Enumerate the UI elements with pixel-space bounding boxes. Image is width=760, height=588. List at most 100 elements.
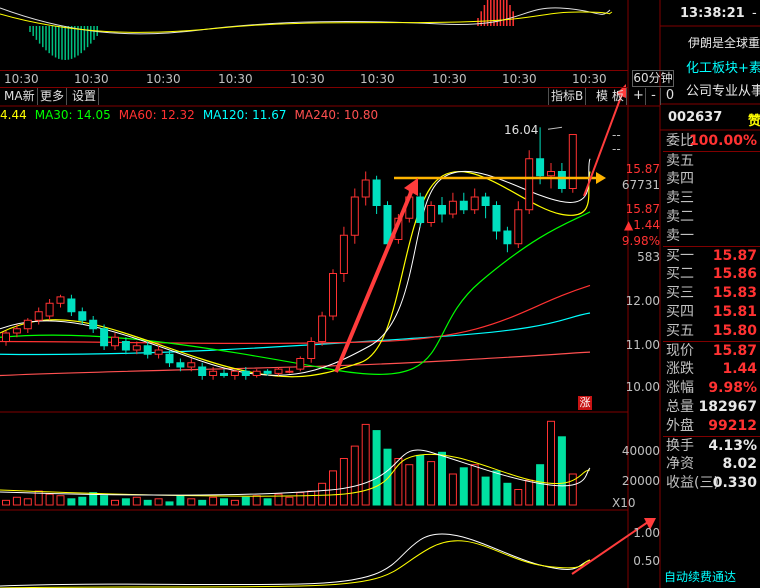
- candle-body: [45, 302, 54, 317]
- quote-row: 收益(三) 0.330: [663, 474, 760, 493]
- quote-row-value: 182967: [698, 399, 757, 415]
- bid-row-value: 15.87: [712, 248, 757, 264]
- volume-bar: [100, 495, 109, 506]
- volume-bar: [252, 495, 261, 506]
- quote-row: 净资 8.02: [663, 455, 760, 474]
- volume-axis-40000: 40000: [621, 444, 660, 458]
- candle-body: [427, 205, 436, 223]
- settings-button[interactable]: 设置: [70, 88, 100, 105]
- time-label: 10:30: [502, 72, 537, 86]
- quote-row: 总量 182967: [663, 398, 760, 417]
- bid-row: 买二 15.86: [663, 265, 760, 284]
- candle-body: [121, 341, 130, 351]
- candle-body: [23, 319, 32, 330]
- volume-bar: [12, 496, 21, 506]
- weibi-row: 委比 100.00%: [663, 132, 760, 151]
- volume-bar: [361, 423, 370, 506]
- axis-change-pct: 9.98%: [621, 234, 660, 248]
- axis-vol-small: 583: [637, 250, 660, 264]
- indicator-button[interactable]: 指标B: [548, 88, 587, 105]
- volume-bar: [547, 420, 555, 506]
- quote-row: 现价 15.87: [663, 341, 760, 360]
- volume-bar: [405, 464, 414, 506]
- volume-bar: [492, 470, 501, 506]
- more-button[interactable]: 更多: [38, 88, 68, 105]
- reset-button[interactable]: 0: [665, 88, 675, 103]
- volume-bar: [121, 498, 130, 506]
- ask-row-label: 卖五: [666, 153, 694, 169]
- candle-body: [89, 319, 98, 330]
- stock-name: 赞: [748, 114, 760, 129]
- weibi-row-value: 100.00%: [688, 133, 757, 149]
- volume-bar: [263, 498, 272, 506]
- zoom-in-button[interactable]: +: [632, 88, 646, 105]
- volume-bar: [470, 464, 479, 506]
- quote-row-label: 净资: [666, 456, 694, 472]
- axis-price-current: 15.87: [625, 162, 660, 176]
- ask-row: 卖五: [663, 151, 760, 170]
- annotation-arrow: [571, 521, 649, 575]
- bid-row-value: 15.83: [712, 285, 757, 301]
- news-ticker-2[interactable]: 化工板块+素: [686, 61, 760, 76]
- candle-body: [165, 353, 174, 364]
- stock-code: 002637: [668, 110, 723, 125]
- candle-body: [34, 311, 43, 321]
- news-ticker-1[interactable]: 伊朗是全球重: [688, 36, 760, 50]
- time-label: 10:30: [218, 72, 253, 86]
- period-selector[interactable]: 60分钟: [632, 70, 674, 87]
- candle-body: [318, 315, 327, 342]
- volume-ma-line: [0, 453, 591, 497]
- bid-row-value: 15.86: [712, 266, 757, 282]
- candle-body: [492, 205, 501, 232]
- volume-bar: [241, 496, 250, 506]
- ask-row-label: 卖一: [666, 228, 694, 244]
- volume-bar: [394, 458, 403, 506]
- candle-body: [198, 366, 207, 376]
- quote-row-label: 涨幅: [666, 380, 694, 396]
- ma60-line: [0, 284, 591, 344]
- volume-bar: [350, 445, 359, 506]
- volume-bar: [165, 501, 174, 506]
- volume-bar: [198, 499, 207, 506]
- ma-new-button[interactable]: MA新: [2, 88, 38, 105]
- high-annotation-pointer: [547, 126, 563, 130]
- bid-row: 买三 15.83: [663, 284, 760, 303]
- ask-row: 卖四: [663, 170, 760, 189]
- bid-row-label: 买三: [666, 285, 694, 301]
- volume-bar: [56, 495, 65, 506]
- zoom-out-button[interactable]: -: [647, 88, 661, 105]
- candle-body: [307, 341, 316, 359]
- ma120-line: [0, 312, 591, 356]
- volume-bar: [557, 436, 566, 506]
- candle-body: [263, 370, 272, 374]
- time-label: 10:30: [360, 72, 395, 86]
- candle-body: [100, 328, 109, 347]
- ask-row: 卖二: [663, 208, 760, 227]
- volume-bar: [111, 499, 119, 506]
- axis-price-10: 10.00: [625, 380, 660, 394]
- volume-bar: [416, 454, 425, 506]
- candle-body: [132, 345, 141, 351]
- bid-row: 买一 15.87: [663, 246, 760, 265]
- candle-body: [274, 368, 283, 374]
- candle-body: [329, 273, 337, 317]
- quote-row-value: 1.44: [722, 361, 757, 377]
- bid-row: 买五 15.80: [663, 322, 760, 341]
- axis-dash-2: --: [612, 142, 621, 156]
- indicator-line: [0, 533, 591, 587]
- axis-price-11: 11.00: [625, 338, 660, 352]
- candle-body: [56, 296, 65, 304]
- quote-row: 换手 4.13%: [663, 436, 760, 455]
- bid-row-label: 买五: [666, 323, 694, 339]
- ask-row-label: 卖四: [666, 171, 694, 187]
- ask-row: 卖三: [663, 189, 760, 208]
- bid-row-label: 买二: [666, 266, 694, 282]
- template-button[interactable]: 模 板: [594, 88, 627, 105]
- quote-row-label: 外盘: [666, 418, 694, 434]
- bid-row-value: 15.80: [712, 323, 757, 339]
- auto-renew-link[interactable]: 自动续费通达: [664, 570, 737, 584]
- limit-up-marker: 涨: [578, 396, 592, 410]
- volume-bar: [296, 492, 305, 506]
- news-ticker-3[interactable]: 公司专业从事: [686, 84, 760, 99]
